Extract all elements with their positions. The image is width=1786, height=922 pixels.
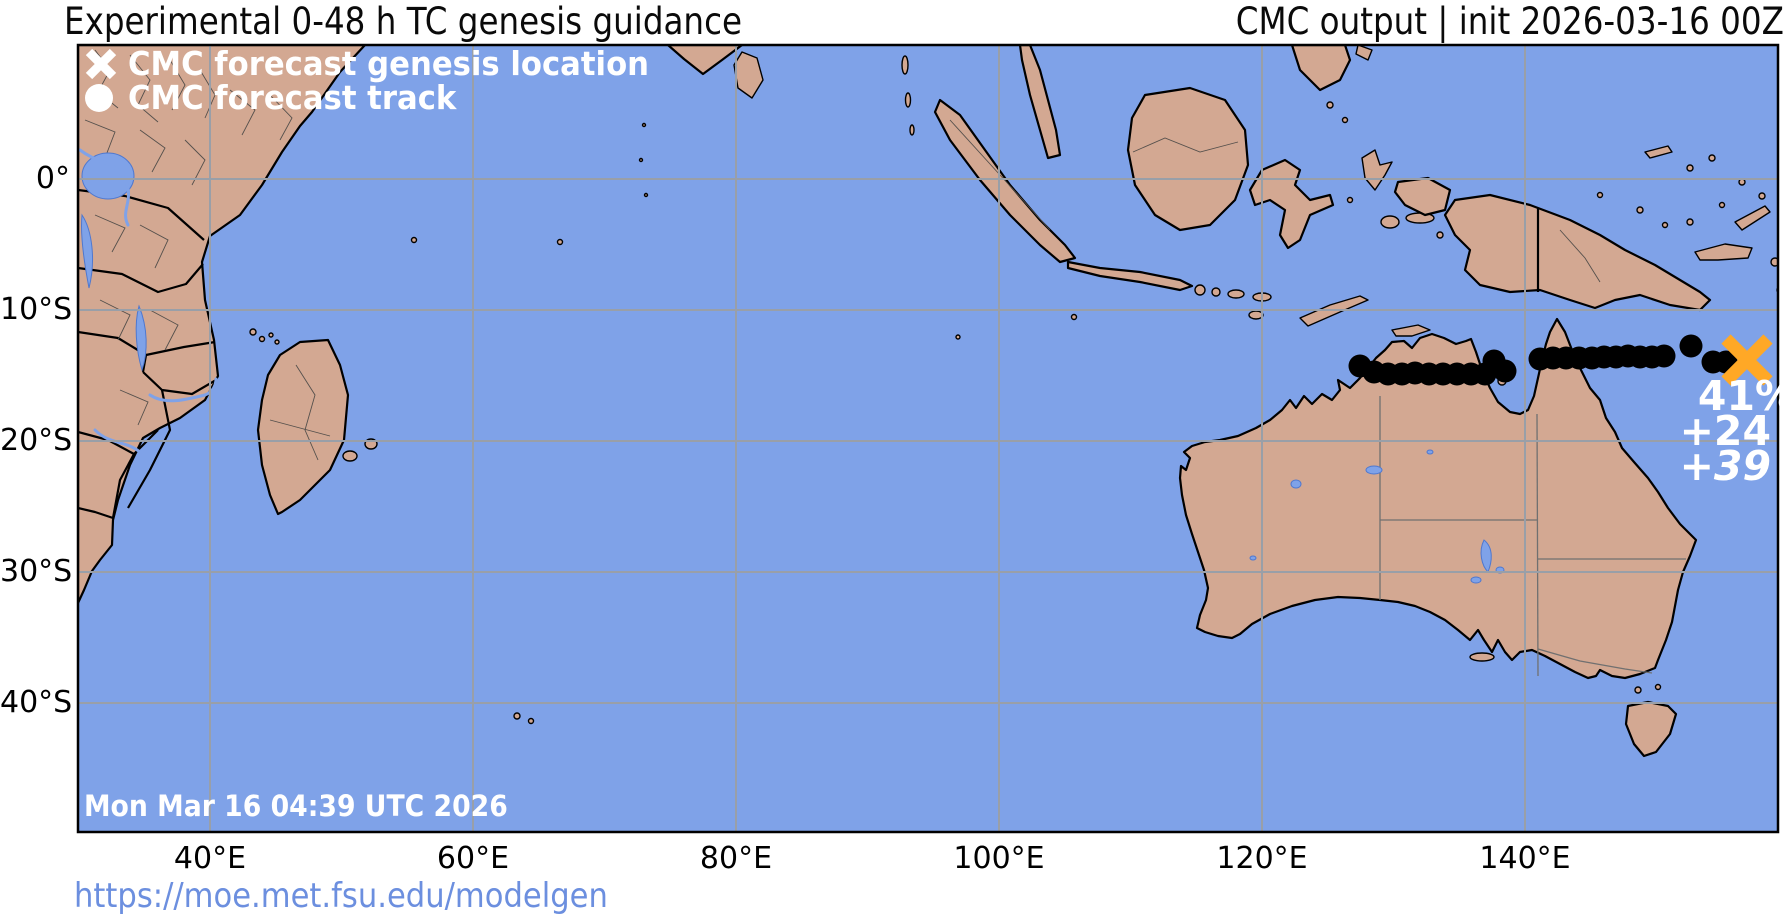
source-url: https://moe.met.fsu.edu/modelgen: [74, 876, 608, 916]
x-tick-label: 120°E: [1216, 841, 1308, 876]
y-tick-label: 0°: [35, 161, 70, 196]
x-tick-label: 100°E: [953, 841, 1045, 876]
lakes: [78, 148, 1505, 584]
genesis-probability: 41%: [1697, 372, 1786, 420]
y-tick-label: 20°S: [0, 423, 73, 458]
country-borders: [78, 188, 1540, 520]
page-title: Experimental 0-48 h TC genesis guidance: [64, 0, 743, 43]
genesis-annotation: 41% +24 h +39 h: [1679, 372, 1786, 490]
graticule: [78, 45, 1778, 832]
genesis-valid-time: +39 h: [1679, 442, 1786, 490]
dot-marker-icon: [85, 84, 113, 112]
x-tick-label: 80°E: [699, 841, 773, 876]
y-tick-label: 10°S: [0, 292, 73, 327]
valid-timestamp: Mon Mar 16 04:39 UTC 2026: [84, 789, 508, 823]
x-tick-label: 40°E: [173, 841, 247, 876]
y-tick-label: 40°S: [0, 685, 73, 720]
legend-genesis-label: CMC forecast genesis location: [128, 44, 650, 83]
x-tick-label: 60°E: [436, 841, 510, 876]
legend-item-genesis: CMC forecast genesis location: [82, 46, 688, 82]
x-tick-label: 140°E: [1479, 841, 1571, 876]
model-init-title: CMC output | init 2026-03-16 00Z: [1235, 0, 1784, 43]
landmasses: [78, 45, 1778, 758]
genesis-lead-time: +24 h: [1679, 407, 1786, 455]
genesis-x-marker: [1721, 334, 1773, 386]
legend-item-track: CMC forecast track: [82, 80, 481, 116]
state-borders: [1379, 396, 1686, 677]
y-tick-label: 30°S: [0, 554, 73, 589]
legend-track-label: CMC forecast track: [128, 78, 457, 117]
forecast-track-dots: [1348, 334, 1738, 386]
map-frame: [76, 43, 1780, 834]
x-marker-icon: [85, 48, 117, 80]
